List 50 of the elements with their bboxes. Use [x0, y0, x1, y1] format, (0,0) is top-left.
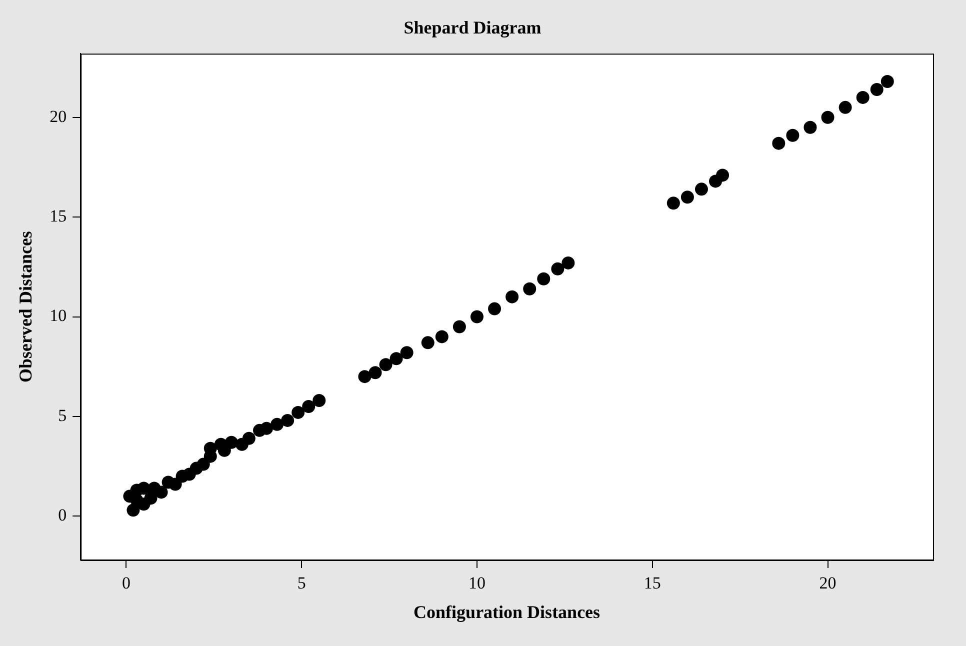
point: [421, 336, 434, 350]
point: [470, 310, 484, 324]
point: [506, 290, 519, 304]
point: [551, 262, 564, 276]
point: [772, 136, 786, 150]
x-tick-label: 15: [644, 574, 661, 593]
point: [838, 100, 852, 114]
point: [870, 82, 884, 96]
x-axis-title: Configuration Distances: [414, 602, 600, 622]
x-tick-label: 0: [122, 574, 130, 593]
point: [368, 366, 382, 380]
point: [537, 272, 550, 286]
point: [821, 110, 834, 124]
y-axis-title: Observed Distances: [15, 231, 36, 383]
point: [302, 400, 316, 413]
point: [680, 190, 694, 204]
point: [358, 370, 372, 384]
point: [400, 346, 414, 360]
point: [224, 436, 238, 449]
point: [786, 128, 800, 142]
point: [856, 90, 870, 104]
point: [379, 358, 392, 372]
point: [716, 168, 730, 182]
point: [880, 75, 894, 88]
point: [523, 282, 536, 296]
point: [435, 330, 448, 344]
point: [804, 120, 817, 134]
x-tick-label: 5: [297, 574, 306, 593]
y-tick-label: 20: [50, 106, 67, 126]
point: [196, 458, 210, 471]
x-tick-label: 20: [819, 574, 836, 593]
point: [312, 394, 326, 408]
point: [488, 302, 502, 316]
y-tick-label: 0: [58, 506, 67, 525]
point: [242, 432, 256, 445]
point: [292, 406, 305, 419]
y-tick-label: 5: [58, 406, 67, 425]
y-tick-label: 15: [50, 206, 67, 226]
point: [154, 486, 168, 499]
x-tick-label: 10: [468, 574, 486, 593]
point: [270, 418, 284, 431]
point: [390, 352, 403, 366]
point: [281, 414, 294, 427]
point: [666, 196, 680, 210]
point: [562, 256, 575, 270]
y-tick-label: 10: [50, 306, 67, 326]
point: [694, 182, 708, 196]
point: [260, 422, 274, 435]
point: [452, 320, 466, 334]
chart-title: Shepard Diagram: [404, 17, 542, 38]
